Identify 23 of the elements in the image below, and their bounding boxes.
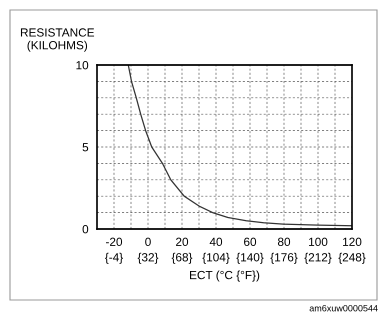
x2-tick-label: {-4} <box>105 252 123 264</box>
text: am6xuw0000544 <box>310 305 378 312</box>
x-tick-label: 120 <box>343 238 362 246</box>
x-axis-title: ECT (°C {°F}) <box>190 270 260 282</box>
y-axis-title: RESISTANCE (KILOHMS) <box>20 28 94 52</box>
line-series <box>128 65 352 226</box>
x-tick-label: -20 <box>106 238 122 246</box>
x-tick-label: 80 <box>278 238 290 246</box>
x2-tick-label: {176} <box>270 252 298 264</box>
x2-tick-label: {68} <box>172 252 192 264</box>
x2-tick-label: {32} <box>138 252 158 264</box>
x2-tick-label: {104} <box>202 252 230 264</box>
x-tick-label: 100 <box>309 238 328 246</box>
x-tick-label: 40 <box>210 238 222 246</box>
y-tick-label: 5 <box>82 143 88 152</box>
x2-tick-label: {248} <box>338 252 366 264</box>
y-tick-label: 0 <box>82 225 88 234</box>
x-tick-label: 60 <box>244 238 256 246</box>
x-tick-label: 20 <box>176 238 188 246</box>
x-tick-label: 0 <box>145 238 151 246</box>
x2-tick-label: {140} <box>236 252 264 264</box>
x2-tick-label: {212} <box>304 252 332 264</box>
y-tick-label: 10 <box>76 61 88 70</box>
